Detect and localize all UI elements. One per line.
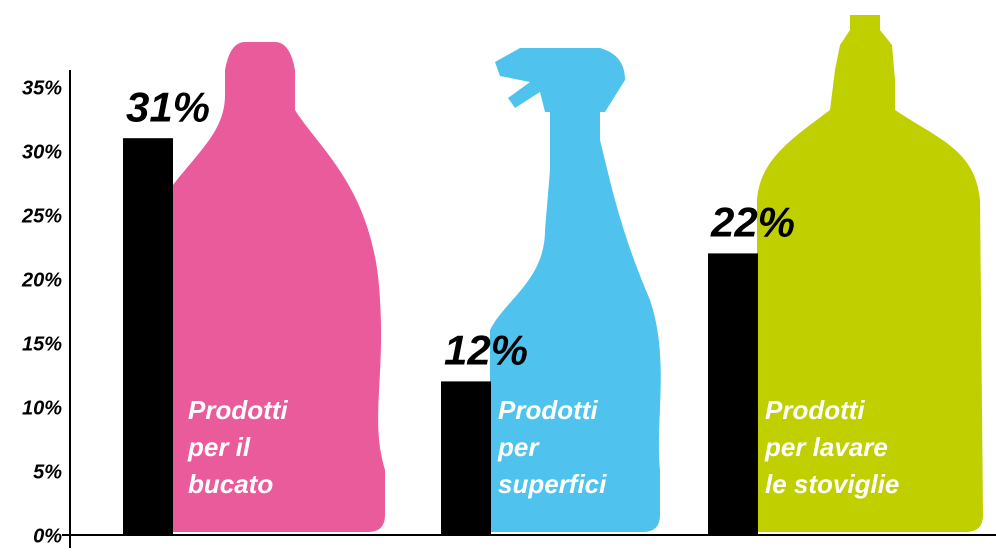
- value-label: 12%: [444, 326, 528, 373]
- bottle-laundry: [173, 42, 385, 532]
- y-tick-label: 5%: [33, 461, 62, 483]
- y-tick-label: 35%: [22, 77, 62, 99]
- y-tick-label: 30%: [22, 141, 62, 163]
- category-label: Prodotti: [188, 395, 288, 425]
- category-label: le stoviglie: [765, 469, 899, 499]
- bottle-dish: [757, 15, 983, 532]
- category-label: superfici: [498, 469, 607, 499]
- category-label: per il: [187, 432, 251, 462]
- category-label: per lavare: [764, 432, 888, 462]
- y-tick-label: 15%: [22, 333, 62, 355]
- bar: [441, 381, 491, 535]
- category-label: per: [497, 432, 540, 462]
- spray-trigger: [495, 48, 625, 112]
- value-label: 22%: [710, 198, 795, 245]
- category-label: bucato: [188, 469, 273, 499]
- bar: [708, 253, 758, 535]
- category-label: Prodotti: [498, 395, 598, 425]
- y-tick-label: 25%: [21, 205, 62, 227]
- bottle-spray: [490, 110, 661, 532]
- y-tick-label: 0%: [33, 525, 62, 547]
- category-label: Prodotti: [765, 395, 865, 425]
- y-tick-label: 20%: [21, 269, 62, 291]
- bar: [123, 138, 173, 535]
- y-tick-label: 10%: [22, 397, 62, 419]
- value-label: 31%: [126, 83, 210, 130]
